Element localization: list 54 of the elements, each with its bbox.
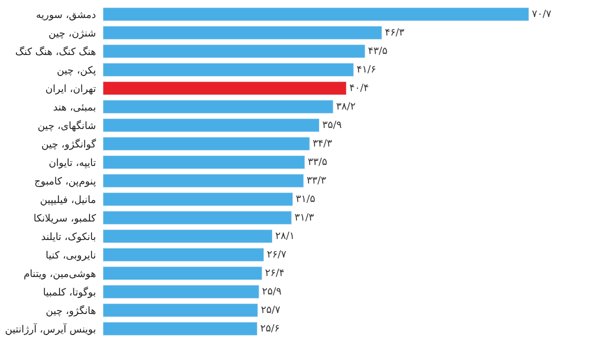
y-tick-label: کلمبو، سریلانکا (34, 213, 96, 224)
data-label: ۳۳/۵ (308, 156, 328, 168)
data-label: ۲۸/۱ (275, 230, 295, 242)
y-tick-label: شانگهای، چین (38, 120, 96, 132)
y-tick-label: گوانگژو، چین (41, 138, 96, 150)
y-tick-label: پکن، چین (56, 65, 96, 76)
data-label: ۴۶/۳ (384, 27, 406, 38)
bar (103, 266, 262, 280)
data-label: ۳۱/۵ (296, 194, 316, 205)
y-tick-label: نایروبی، کنیا (46, 250, 96, 262)
y-tick-label: هنگ کنگ، هنگ کنگ (15, 46, 96, 58)
bar (103, 174, 304, 188)
y-tick-label: پنوم‌پن، کامبوج (34, 176, 96, 188)
y-tick-label: بوگوتا، کلمبیا (42, 286, 96, 298)
y-tick-label: بوینس آیرس، آرژانتین (4, 322, 96, 336)
y-tick-label: مانیل، فیلیپین (40, 194, 96, 206)
y-tick-label: هوشی‌مین، ویتنام (24, 268, 96, 280)
bar (103, 192, 293, 206)
bar (103, 62, 354, 77)
data-label: ۲۵/۶ (260, 323, 280, 334)
data-label: ۴۰/۴ (349, 82, 369, 94)
y-tick-label: بانکوک، تایلند (41, 232, 96, 243)
data-label: ۳۱/۳ (294, 212, 315, 224)
data-label: ۲۶/۴ (265, 268, 285, 279)
bar (103, 44, 366, 58)
bar (103, 100, 334, 114)
data-label: ۲۵/۷ (260, 304, 281, 316)
data-label: ۴۳/۵ (368, 46, 388, 57)
bar (103, 322, 258, 336)
bar (103, 284, 260, 299)
data-label: ۳۸/۲ (336, 101, 356, 112)
bar (103, 136, 310, 151)
data-label: ۳۵/۹ (322, 120, 342, 131)
y-tick-label: شنژن، چین (48, 28, 96, 40)
data-label: ۷۰/۷ (532, 8, 552, 20)
y-tick-label: تایپه، تایوان (48, 158, 96, 169)
bar (103, 155, 306, 170)
y-tick-label: تهران، ایران (45, 84, 96, 95)
bar (103, 248, 264, 262)
data-label: ۳۳/۳ (306, 175, 327, 186)
bar (103, 26, 382, 40)
y-tick-label: بمبئی، هند (53, 102, 96, 114)
bar (103, 7, 530, 22)
y-tick-label: هانگژو، چین (46, 304, 96, 317)
bar (103, 229, 273, 244)
bar (103, 118, 320, 132)
bar (103, 81, 347, 96)
y-tick-label: دمشق، سوریه (36, 10, 96, 21)
data-label: ۳۴/۳ (312, 138, 333, 150)
data-label: ۴۱/۶ (356, 64, 376, 76)
bar (103, 210, 292, 225)
data-label: ۲۶/۷ (266, 249, 287, 260)
bar (103, 303, 258, 318)
data-label: ۲۵/۹ (262, 286, 282, 298)
